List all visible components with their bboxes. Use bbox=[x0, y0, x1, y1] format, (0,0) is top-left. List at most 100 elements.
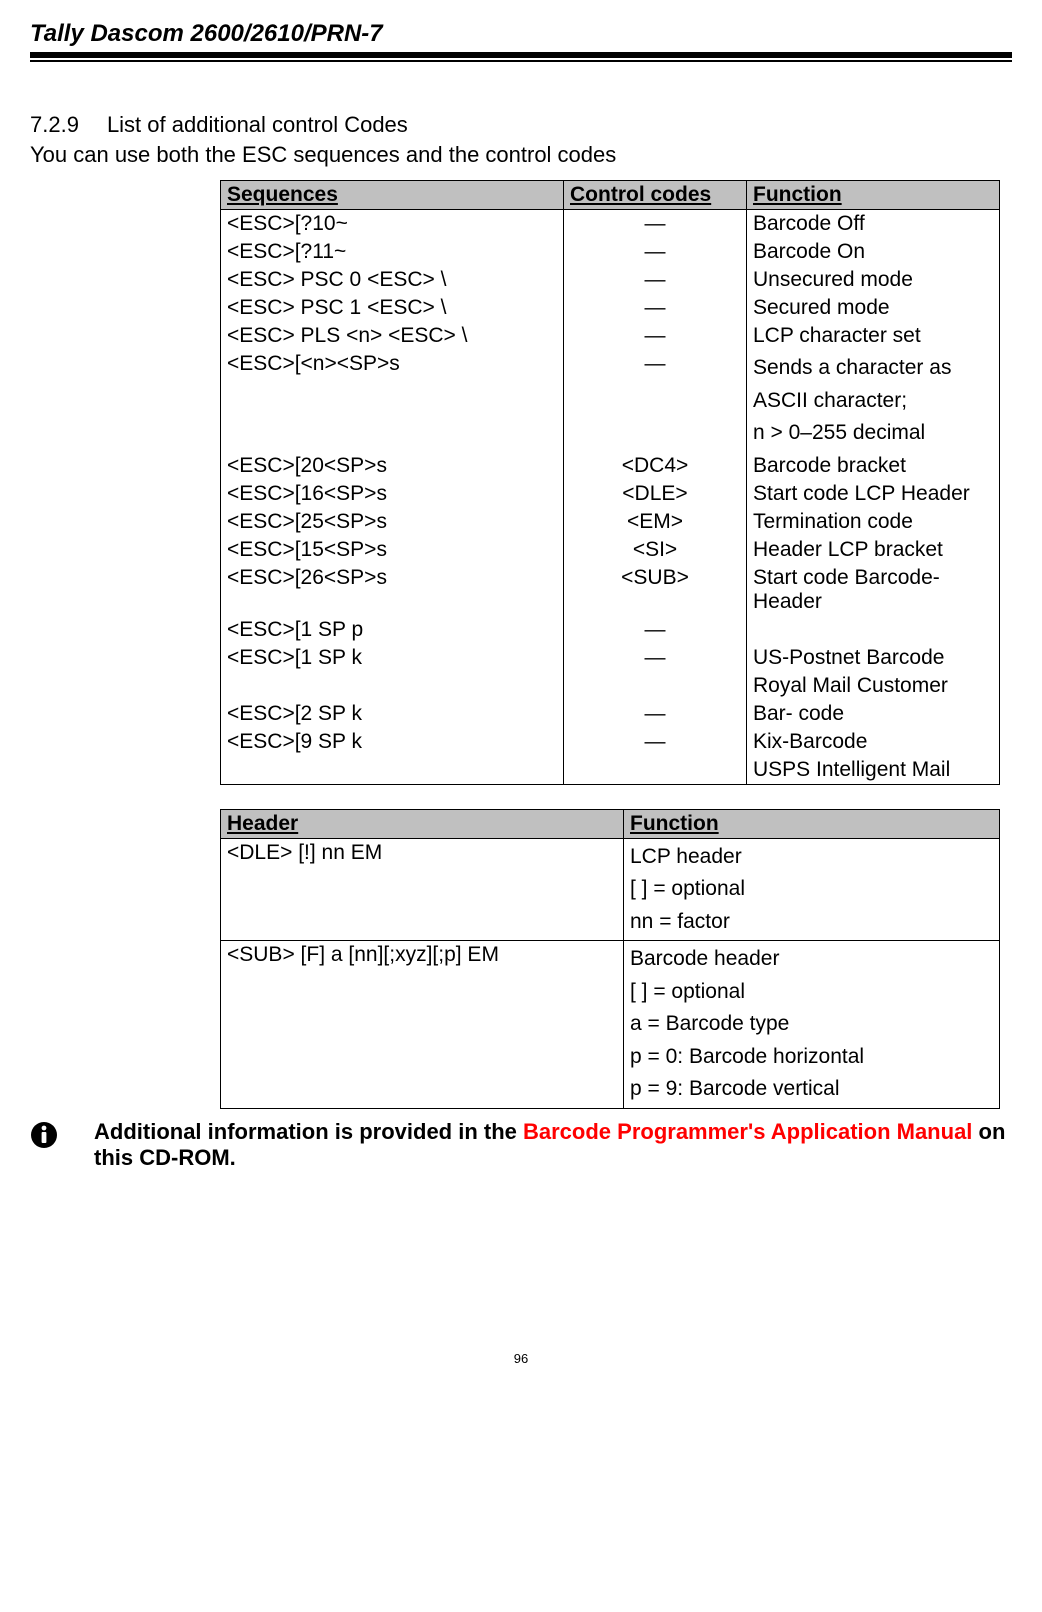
cell-function: Barcode On bbox=[747, 238, 1000, 266]
col-header-control-codes: Control codes bbox=[564, 181, 747, 210]
cell-control-code: <DLE> bbox=[564, 480, 747, 508]
cell-header: <DLE> [!] nn EM bbox=[221, 838, 624, 941]
header-table: Header Function <DLE> [!] nn EMLCP heade… bbox=[220, 809, 1000, 1109]
cell-control-code: — bbox=[564, 616, 747, 644]
cell-sequence bbox=[221, 672, 564, 700]
cell-function: Unsecured mode bbox=[747, 266, 1000, 294]
table-row: <ESC>[?11~—Barcode On bbox=[221, 238, 1000, 266]
table-row: <ESC>[?10~—Barcode Off bbox=[221, 210, 1000, 239]
table-header-row: Header Function bbox=[221, 809, 1000, 838]
cell-function bbox=[747, 616, 1000, 644]
cell-sequence: <ESC>[2 SP k bbox=[221, 700, 564, 728]
cell-sequence: <ESC>[20<SP>s bbox=[221, 452, 564, 480]
cell-control-code: — bbox=[564, 700, 747, 728]
cell-function: Secured mode bbox=[747, 294, 1000, 322]
cell-sequence bbox=[221, 756, 564, 785]
table-row: <ESC>[15<SP>s<SI>Header LCP bracket bbox=[221, 536, 1000, 564]
info-note-text: Additional information is provided in th… bbox=[94, 1119, 1012, 1171]
function-line: p = 9: Barcode vertical bbox=[630, 1073, 993, 1106]
cell-function: Start code LCP Header bbox=[747, 480, 1000, 508]
cell-function: Barcode Off bbox=[747, 210, 1000, 239]
function-line: Barcode header bbox=[630, 943, 993, 976]
cell-sequence: <ESC>[25<SP>s bbox=[221, 508, 564, 536]
cell-sequence: <ESC> PLS <n> <ESC> \ bbox=[221, 322, 564, 350]
col-header-header: Header bbox=[221, 809, 624, 838]
cell-sequence: <ESC>[?11~ bbox=[221, 238, 564, 266]
function-line: [ ] = optional bbox=[630, 873, 993, 906]
cell-sequence: <ESC> PSC 0 <ESC> \ bbox=[221, 266, 564, 294]
cell-control-code: — bbox=[564, 728, 747, 756]
cell-control-code: — bbox=[564, 644, 747, 672]
doc-title: Tally Dascom 2600/2610/PRN-7 bbox=[30, 20, 1012, 48]
cell-control-code: <DC4> bbox=[564, 452, 747, 480]
info-icon bbox=[30, 1121, 58, 1149]
section-intro: You can use both the ESC sequences and t… bbox=[30, 142, 1012, 168]
table-row: <ESC>[9 SP k—Kix-Barcode bbox=[221, 728, 1000, 756]
cell-control-code: <EM> bbox=[564, 508, 747, 536]
cell-control-code: — bbox=[564, 238, 747, 266]
cell-sequence: <ESC>[15<SP>s bbox=[221, 536, 564, 564]
cell-function: Royal Mail Customer bbox=[747, 672, 1000, 700]
table-row: <ESC>[1 SP p— bbox=[221, 616, 1000, 644]
cell-sequence: <ESC>[<n><SP>s bbox=[221, 350, 564, 452]
cell-control-code: — bbox=[564, 294, 747, 322]
section-number: 7.2.9 bbox=[30, 112, 79, 138]
cell-sequence: <ESC>[1 SP k bbox=[221, 644, 564, 672]
cell-sequence: <ESC> PSC 1 <ESC> \ bbox=[221, 294, 564, 322]
cell-control-code: — bbox=[564, 266, 747, 294]
function-line: nn = factor bbox=[630, 906, 993, 939]
cell-function: Sends a character as ASCII character;n >… bbox=[747, 350, 1000, 452]
cell-control-code bbox=[564, 756, 747, 785]
table-row: <ESC> PSC 1 <ESC> \—Secured mode bbox=[221, 294, 1000, 322]
table-row: <SUB> [F] a [nn][;xyz][;p] EMBarcode hea… bbox=[221, 941, 1000, 1109]
note-link[interactable]: Barcode Programmer's Application Manual bbox=[523, 1119, 972, 1144]
cell-sequence: <ESC>[9 SP k bbox=[221, 728, 564, 756]
function-line: LCP header bbox=[630, 841, 993, 874]
table-row: <ESC>[20<SP>s<DC4>Barcode bracket bbox=[221, 452, 1000, 480]
table-row: <ESC>[<n><SP>s—Sends a character as ASCI… bbox=[221, 350, 1000, 452]
cell-header: <SUB> [F] a [nn][;xyz][;p] EM bbox=[221, 941, 624, 1109]
note-prefix: Additional information is provided in th… bbox=[94, 1119, 523, 1144]
col-header-sequences: Sequences bbox=[221, 181, 564, 210]
cell-function: Kix-Barcode bbox=[747, 728, 1000, 756]
section-heading: 7.2.9 List of additional control Codes bbox=[30, 112, 1012, 138]
table-row: <ESC>[26<SP>s<SUB>Start code Barcode-Hea… bbox=[221, 564, 1000, 616]
cell-function: US-Postnet Barcode bbox=[747, 644, 1000, 672]
cell-function: Barcode bracket bbox=[747, 452, 1000, 480]
section-title: List of additional control Codes bbox=[107, 112, 408, 137]
table-row: <ESC>[16<SP>s<DLE>Start code LCP Header bbox=[221, 480, 1000, 508]
cell-sequence: <ESC>[1 SP p bbox=[221, 616, 564, 644]
table-row: <ESC>[1 SP k—US-Postnet Barcode bbox=[221, 644, 1000, 672]
cell-control-code: — bbox=[564, 322, 747, 350]
cell-control-code: <SUB> bbox=[564, 564, 747, 616]
function-line: p = 0: Barcode horizontal bbox=[630, 1041, 993, 1074]
header-rule-thick bbox=[30, 52, 1012, 58]
cell-control-code: — bbox=[564, 210, 747, 239]
cell-control-code: — bbox=[564, 350, 747, 452]
cell-function: Bar- code bbox=[747, 700, 1000, 728]
cell-function: Termination code bbox=[747, 508, 1000, 536]
control-codes-table: Sequences Control codes Function <ESC>[?… bbox=[220, 180, 1000, 785]
cell-function: USPS Intelligent Mail bbox=[747, 756, 1000, 785]
header-rule-thin bbox=[30, 60, 1012, 62]
table-row: <ESC>[2 SP k—Bar- code bbox=[221, 700, 1000, 728]
cell-sequence: <ESC>[?10~ bbox=[221, 210, 564, 239]
cell-sequence: <ESC>[16<SP>s bbox=[221, 480, 564, 508]
cell-function: LCP character set bbox=[747, 322, 1000, 350]
cell-function: Barcode header[ ] = optionala = Barcode … bbox=[624, 941, 1000, 1109]
col-header-function: Function bbox=[624, 809, 1000, 838]
col-header-function: Function bbox=[747, 181, 1000, 210]
cell-control-code bbox=[564, 672, 747, 700]
table-row: <ESC> PSC 0 <ESC> \—Unsecured mode bbox=[221, 266, 1000, 294]
table-row: <ESC>[25<SP>s<EM>Termination code bbox=[221, 508, 1000, 536]
table-row: Royal Mail Customer bbox=[221, 672, 1000, 700]
cell-control-code: <SI> bbox=[564, 536, 747, 564]
table-row: <DLE> [!] nn EMLCP header[ ] = optionaln… bbox=[221, 838, 1000, 941]
table-row: USPS Intelligent Mail bbox=[221, 756, 1000, 785]
table-row: <ESC> PLS <n> <ESC> \—LCP character set bbox=[221, 322, 1000, 350]
page-number: 96 bbox=[30, 1351, 1012, 1366]
function-line: [ ] = optional bbox=[630, 976, 993, 1009]
table-header-row: Sequences Control codes Function bbox=[221, 181, 1000, 210]
info-note: Additional information is provided in th… bbox=[30, 1119, 1012, 1171]
cell-function: LCP header[ ] = optionalnn = factor bbox=[624, 838, 1000, 941]
